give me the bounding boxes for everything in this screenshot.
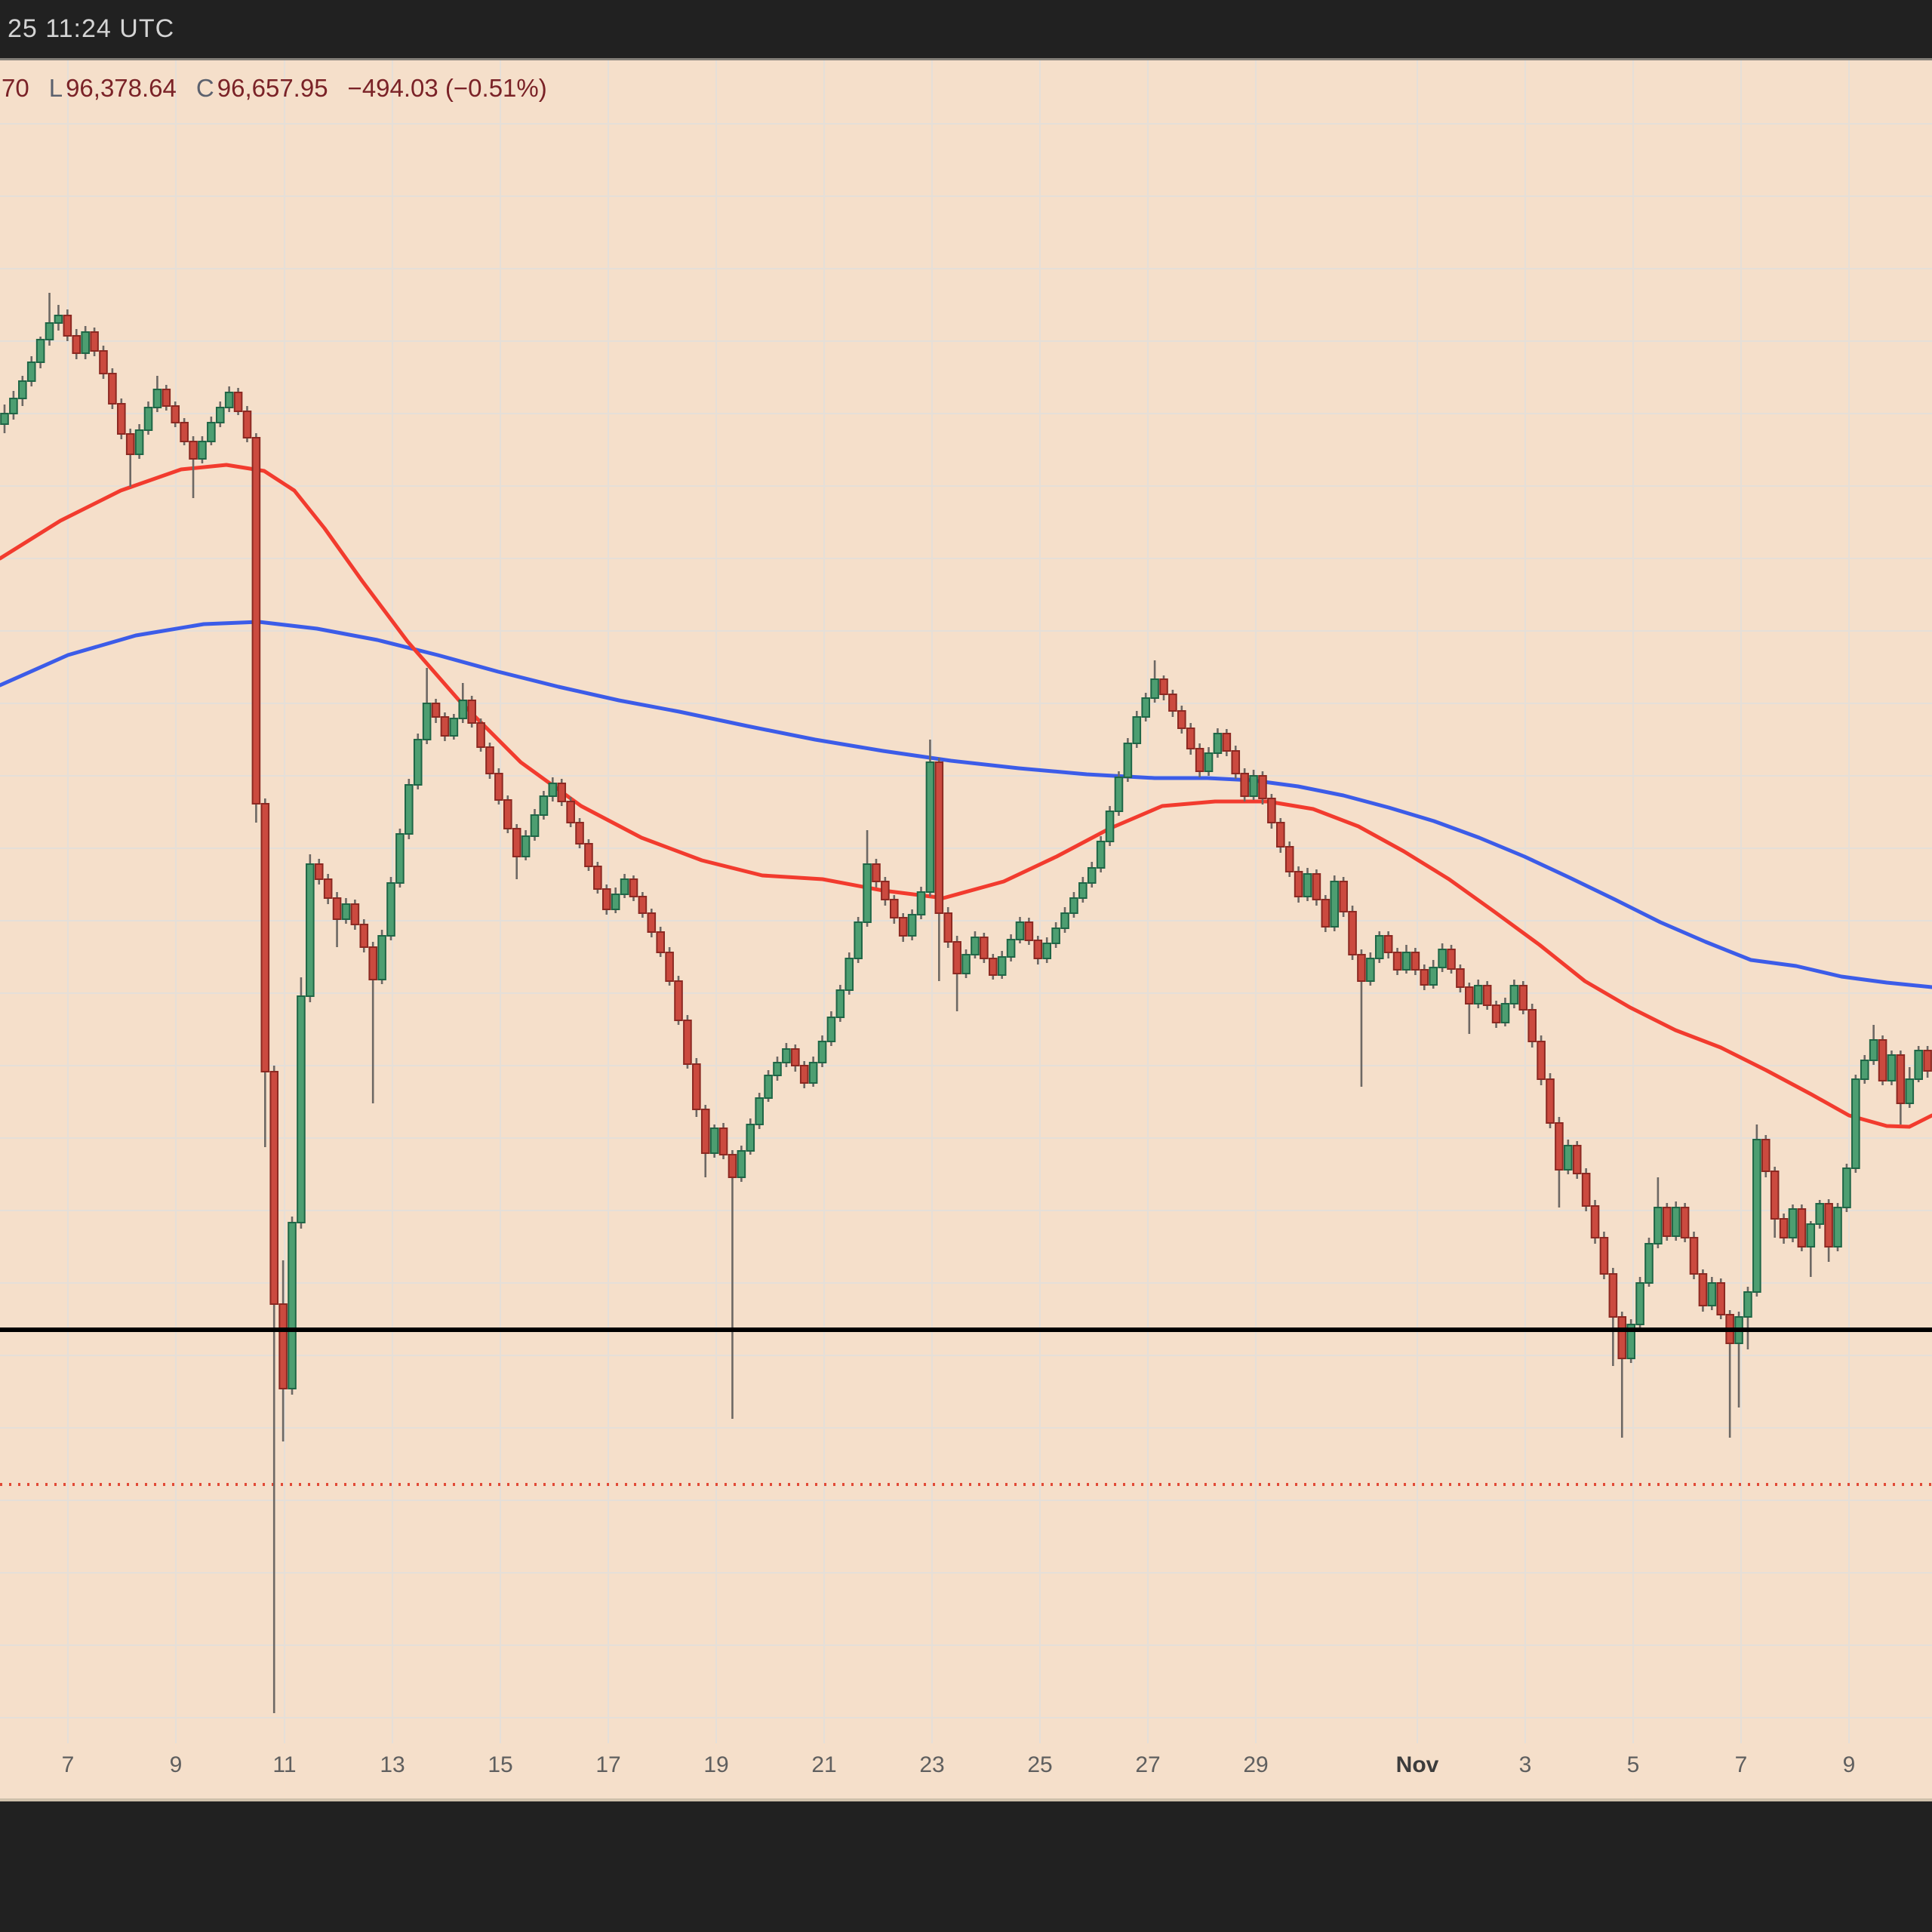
close-label: C <box>195 74 214 102</box>
low-label: L <box>48 74 63 102</box>
ohlc-legend[interactable]: 70 L 96,378.64 C 96,657.95 −494.03 (−0.51%) <box>2 74 550 103</box>
ma-fast-line <box>0 463 1932 1129</box>
status-bar-timestamp: 25 11:24 UTC <box>8 14 175 43</box>
grid-layer <box>0 60 1932 1743</box>
close-value: 96,657.95 <box>217 74 328 102</box>
bottom-bar <box>0 1798 1932 1932</box>
chart-background <box>0 60 1932 1798</box>
legend-leading-fragment: 70 <box>2 74 29 102</box>
status-bar: 25 11:24 UTC <box>0 0 1932 60</box>
change-value: −494.03 (−0.51%) <box>347 74 547 102</box>
low-value: 96,378.64 <box>66 74 177 102</box>
candles-layer <box>0 293 1932 1713</box>
ma-slow-line <box>0 620 1932 989</box>
